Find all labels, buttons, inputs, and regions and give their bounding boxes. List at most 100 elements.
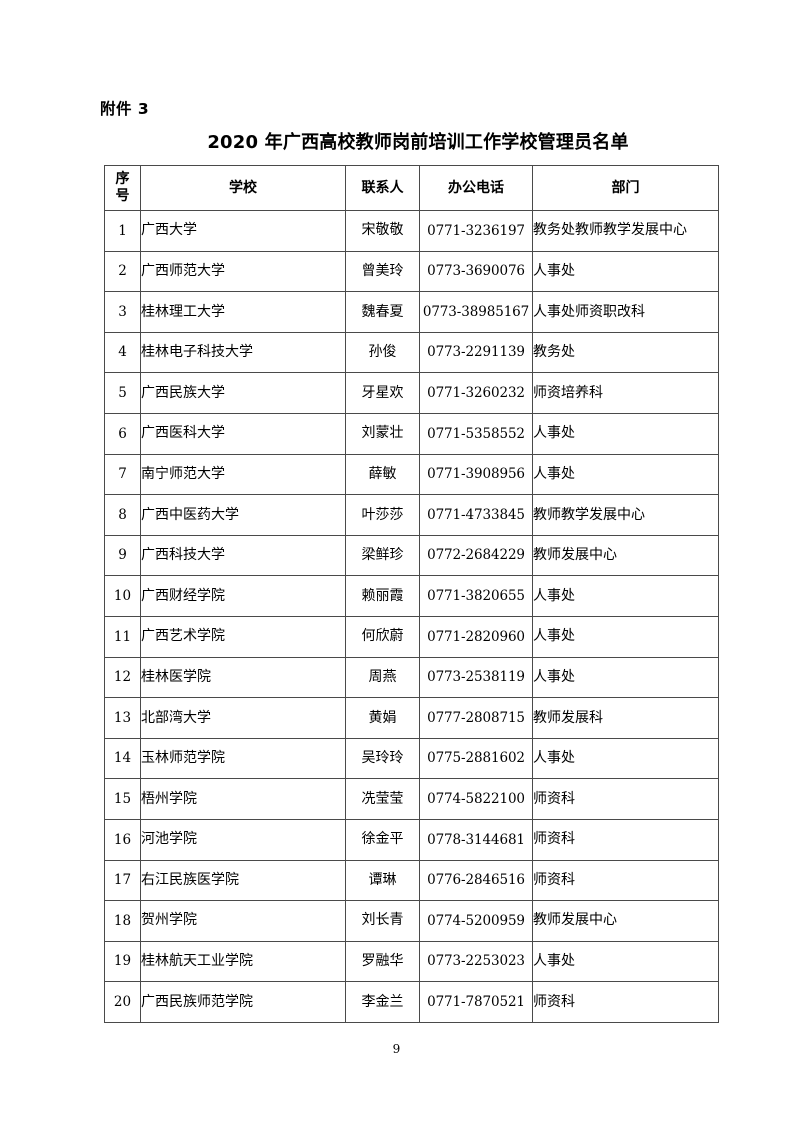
- cell-phone: 0773-2291139: [419, 331, 533, 374]
- cell-school: 桂林理工大学: [140, 291, 346, 333]
- cell-school: 广西科技大学: [140, 534, 346, 577]
- column-header-index-line1: 序: [115, 171, 130, 188]
- cell-school: 广西民族大学: [140, 372, 346, 414]
- cell-school: 广西中医药大学: [140, 494, 346, 536]
- cell-index: 16: [104, 818, 141, 861]
- cell-department: 人事处: [532, 737, 719, 780]
- cell-department: 人事处师资职改科: [532, 291, 719, 333]
- column-header-index-line2: 号: [115, 188, 130, 204]
- column-header-contact: 联系人: [345, 165, 420, 211]
- table-row: 19 桂林航天工业学院 罗融华 0773-2253023 人事处: [104, 940, 719, 983]
- cell-contact: 冼莹莹: [345, 778, 420, 820]
- cell-phone: 0773-3690076: [419, 250, 533, 293]
- cell-index: 18: [104, 900, 141, 942]
- cell-phone: 0771-3820655: [419, 575, 533, 617]
- table-row: 15 梧州学院 冼莹莹 0774-5822100 师资科: [104, 778, 719, 820]
- cell-school: 广西财经学院: [140, 575, 346, 617]
- cell-index: 3: [104, 291, 141, 333]
- cell-department: 人事处: [532, 575, 719, 617]
- cell-department: 教务处教师教学发展中心: [532, 210, 719, 252]
- cell-school: 梧州学院: [140, 778, 346, 820]
- column-header-phone: 办公电话: [419, 165, 533, 211]
- cell-department: 人事处: [532, 412, 719, 455]
- cell-department: 师资科: [532, 778, 719, 820]
- cell-school: 桂林电子科技大学: [140, 331, 346, 374]
- cell-school: 河池学院: [140, 818, 346, 861]
- table-body: 1 广西大学 宋敬敬 0771-3236197 教务处教师教学发展中心 2 广西师范大学 曾美…: [104, 210, 719, 1023]
- cell-school: 广西民族师范学院: [140, 981, 346, 1023]
- table-row: 9 广西科技大学 梁鲜珍 0772-2684229 教师发展中心: [104, 534, 719, 577]
- cell-contact: 李金兰: [345, 981, 420, 1023]
- cell-phone: 0771-3236197: [419, 210, 533, 252]
- cell-contact: 孙俊: [345, 331, 420, 374]
- cell-contact: 罗融华: [345, 940, 420, 983]
- cell-index: 11: [104, 615, 141, 658]
- table-row: 17 右江民族医学院 谭琳 0776-2846516 师资科: [104, 859, 719, 902]
- table-row: 12 桂林医学院 周燕 0773-2538119 人事处: [104, 656, 719, 699]
- cell-phone: 0772-2684229: [419, 534, 533, 577]
- cell-phone: 0771-4733845: [419, 494, 533, 536]
- cell-phone: 0774-5822100: [419, 778, 533, 820]
- cell-department: 教师发展科: [532, 697, 719, 739]
- cell-phone: 0774-5200959: [419, 900, 533, 942]
- cell-contact: 曾美玲: [345, 250, 420, 293]
- table-row: 8 广西中医药大学 叶莎莎 0771-4733845 教师教学发展中心: [104, 494, 719, 536]
- cell-index: 9: [104, 534, 141, 577]
- cell-contact: 何欣蔚: [345, 615, 420, 658]
- table-row: 16 河池学院 徐金平 0778-3144681 师资科: [104, 818, 719, 861]
- roster-table-container: 序 号 学校 联系人 办公电话 部门 1 广西大学 宋敬敬 0771-3236197 教…: [104, 165, 719, 1023]
- cell-index: 7: [104, 453, 141, 496]
- cell-contact: 周燕: [345, 656, 420, 699]
- table-row: 11 广西艺术学院 何欣蔚 0771-2820960 人事处: [104, 615, 719, 658]
- cell-index: 1: [104, 210, 141, 252]
- cell-index: 10: [104, 575, 141, 617]
- cell-school: 广西师范大学: [140, 250, 346, 293]
- table-row: 7 南宁师范大学 薛敏 0771-3908956 人事处: [104, 453, 719, 496]
- column-header-school: 学校: [140, 165, 346, 211]
- cell-index: 2: [104, 250, 141, 293]
- cell-contact: 徐金平: [345, 818, 420, 861]
- table-row: 1 广西大学 宋敬敬 0771-3236197 教务处教师教学发展中心: [104, 210, 719, 252]
- table-row: 18 贺州学院 刘长青 0774-5200959 教师发展中心: [104, 900, 719, 942]
- cell-school: 右江民族医学院: [140, 859, 346, 902]
- cell-contact: 黄娟: [345, 697, 420, 739]
- cell-department: 人事处: [532, 656, 719, 699]
- cell-department: 师资培养科: [532, 372, 719, 414]
- cell-phone: 0777-2808715: [419, 697, 533, 739]
- cell-contact: 魏春夏: [345, 291, 420, 333]
- column-header-department: 部门: [532, 165, 719, 211]
- cell-department: 人事处: [532, 453, 719, 496]
- cell-school: 桂林医学院: [140, 656, 346, 699]
- cell-department: 人事处: [532, 615, 719, 658]
- cell-contact: 刘蒙壮: [345, 412, 420, 455]
- cell-school: 玉林师范学院: [140, 737, 346, 780]
- cell-school: 桂林航天工业学院: [140, 940, 346, 983]
- table-row: 20 广西民族师范学院 李金兰 0771-7870521 师资科: [104, 981, 719, 1023]
- cell-contact: 叶莎莎: [345, 494, 420, 536]
- cell-index: 8: [104, 494, 141, 536]
- cell-department: 教师教学发展中心: [532, 494, 719, 536]
- cell-phone: 0771-7870521: [419, 981, 533, 1023]
- cell-department: 师资科: [532, 859, 719, 902]
- cell-school: 北部湾大学: [140, 697, 346, 739]
- cell-school: 南宁师范大学: [140, 453, 346, 496]
- table-row: 13 北部湾大学 黄娟 0777-2808715 教师发展科: [104, 697, 719, 739]
- cell-contact: 吴玲玲: [345, 737, 420, 780]
- cell-index: 20: [104, 981, 141, 1023]
- cell-school: 广西医科大学: [140, 412, 346, 455]
- cell-phone: 0773-2538119: [419, 656, 533, 699]
- cell-phone: 0778-3144681: [419, 818, 533, 861]
- cell-index: 14: [104, 737, 141, 780]
- table-header: 序 号 学校 联系人 办公电话 部门: [104, 165, 719, 211]
- cell-department: 师资科: [532, 818, 719, 861]
- cell-index: 4: [104, 331, 141, 374]
- cell-department: 师资科: [532, 981, 719, 1023]
- table-row: 5 广西民族大学 牙星欢 0771-3260232 师资培养科: [104, 372, 719, 414]
- cell-contact: 宋敬敬: [345, 210, 420, 252]
- cell-contact: 刘长青: [345, 900, 420, 942]
- cell-school: 广西艺术学院: [140, 615, 346, 658]
- table-row: 10 广西财经学院 赖丽霞 0771-3820655 人事处: [104, 575, 719, 617]
- cell-index: 12: [104, 656, 141, 699]
- attachment-label: 附件 3: [100, 100, 150, 118]
